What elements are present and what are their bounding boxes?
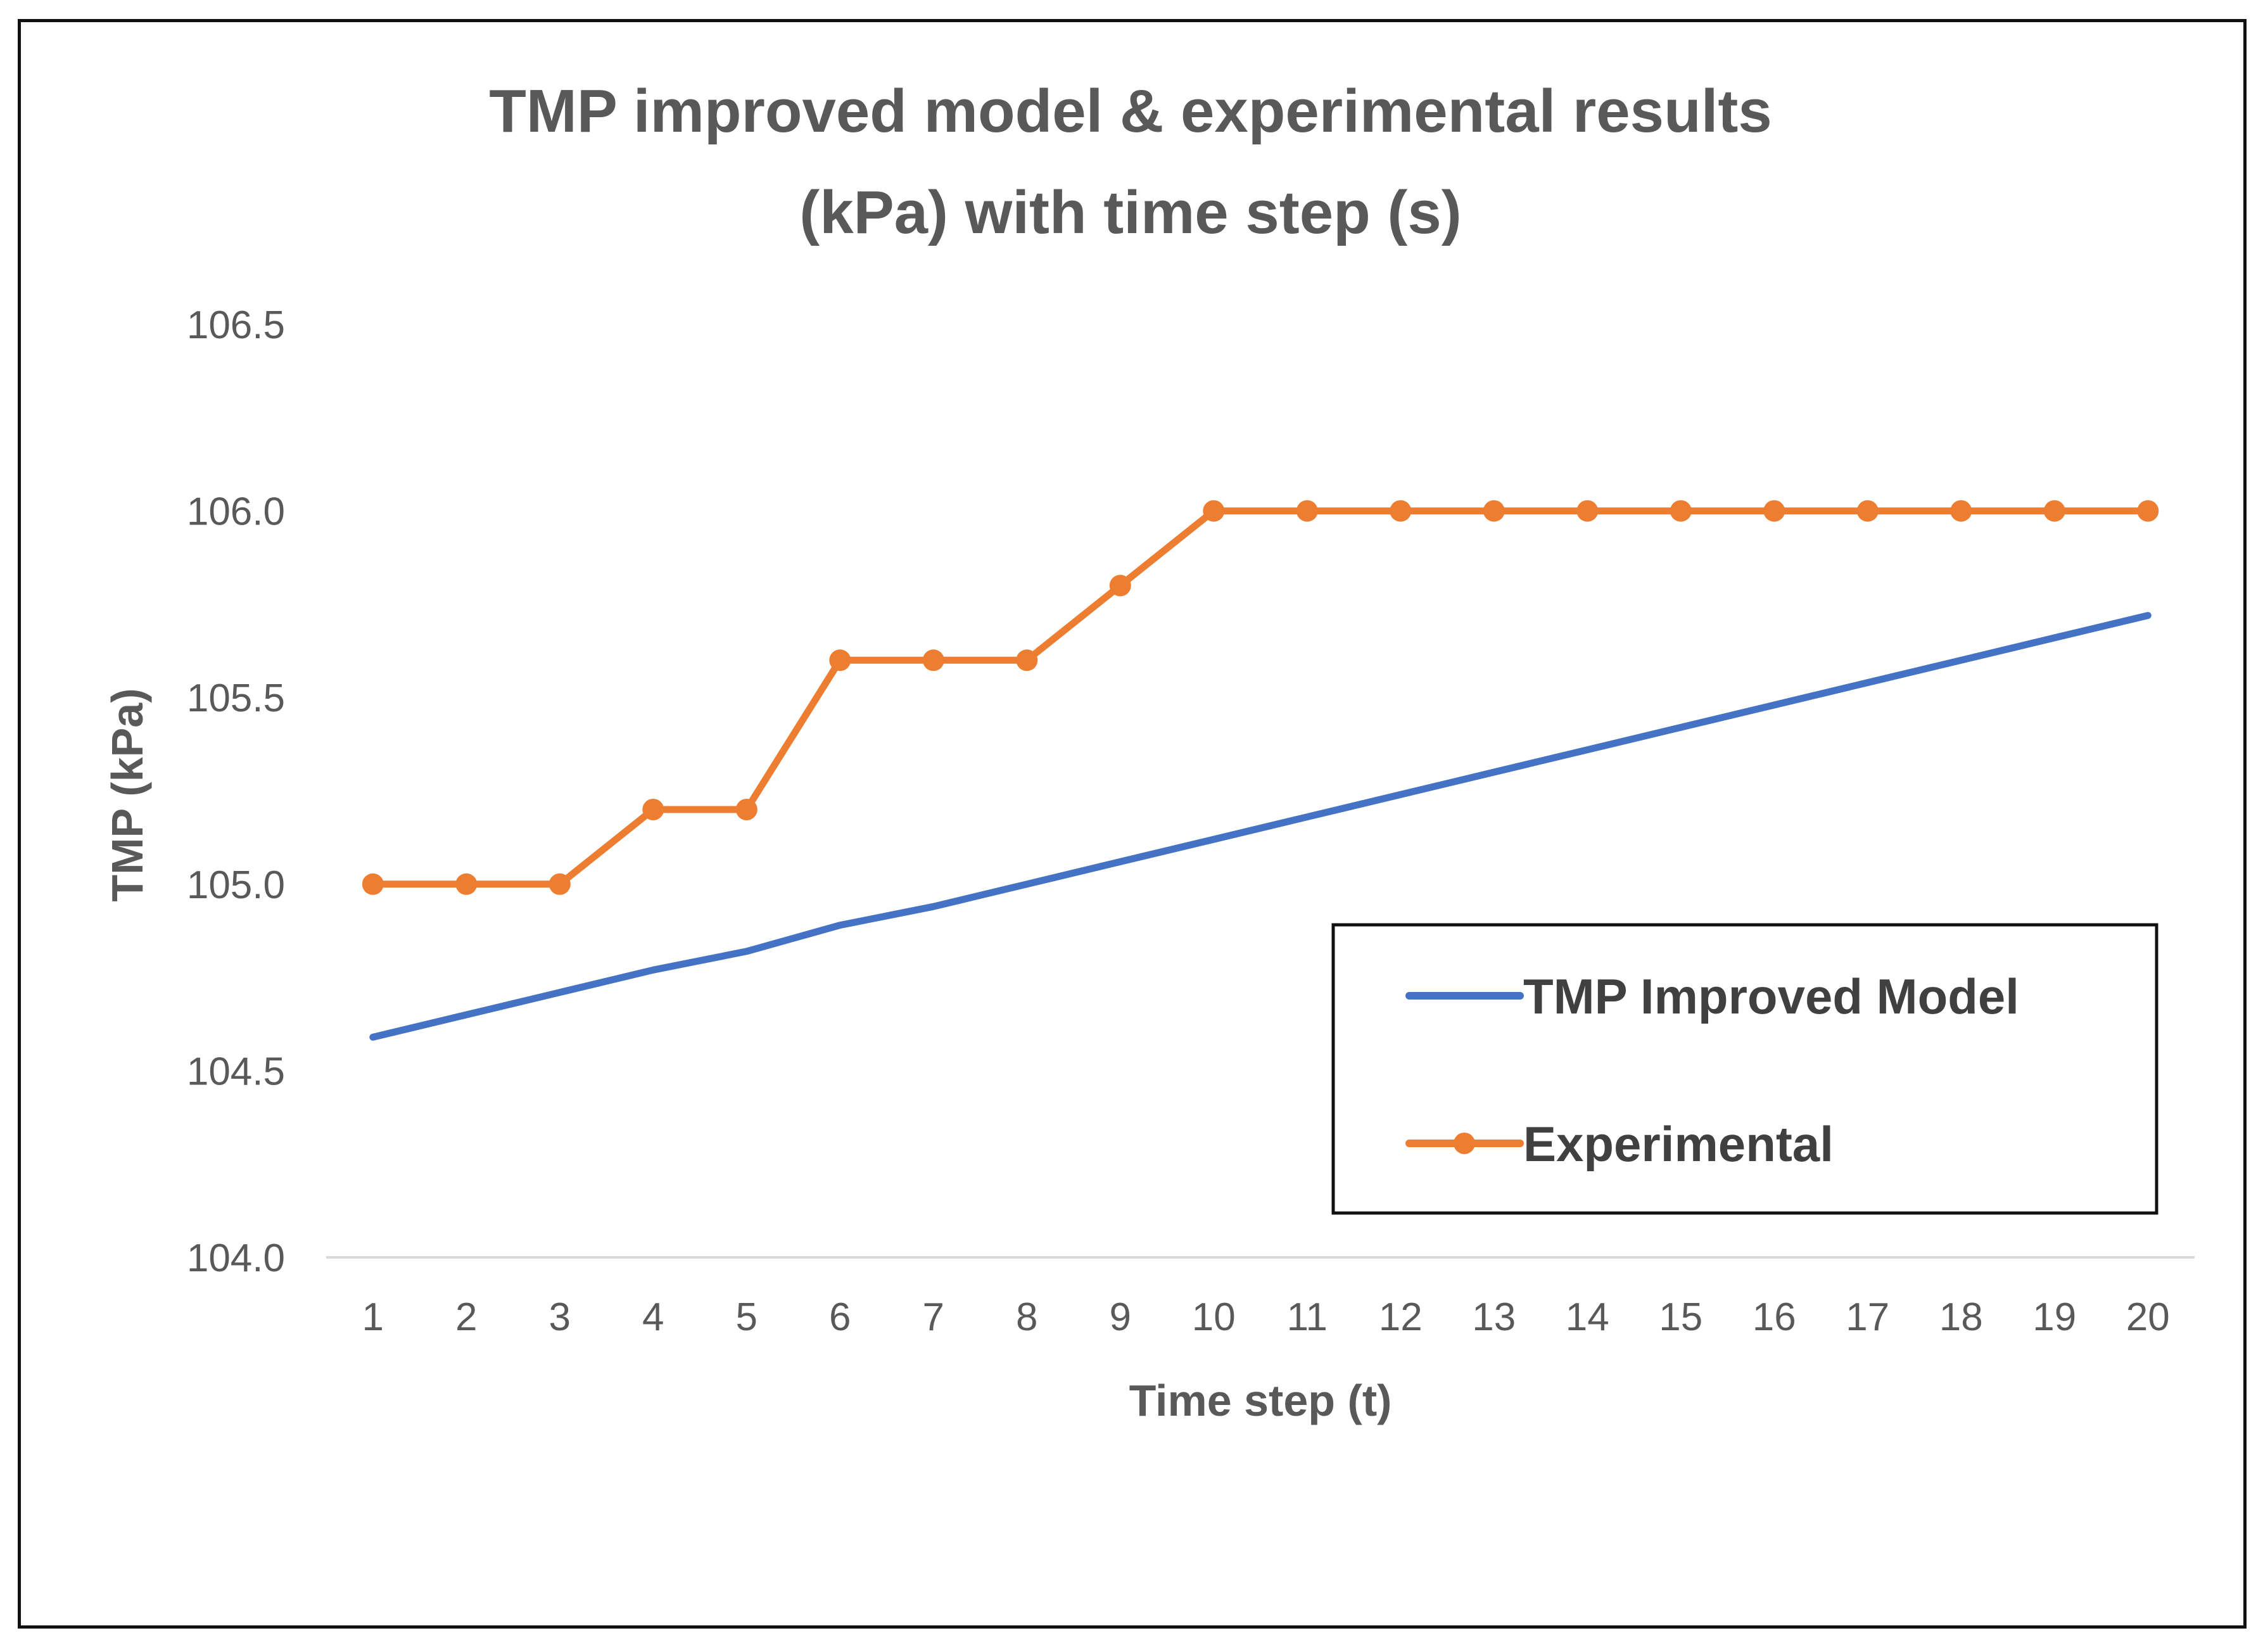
x-tick-label: 6 [829,1295,851,1339]
chart-title-line-2: (kPa) with time step (s) [799,179,1462,246]
x-tick-label: 11 [1287,1295,1328,1339]
y-tick-label: 105.0 [187,863,285,907]
data-point-experimental [2043,500,2065,522]
x-axis-label: Time step (t) [1129,1376,1392,1425]
x-tick-label: 1 [362,1295,384,1339]
y-axis-label: TMP (kPa) [103,688,152,901]
legend-label-model: TMP Improved Model [1523,969,2019,1024]
y-axis-ticks: 104.0 104.5 105.0 105.5 106.0 106.5 [187,303,285,1280]
chart-frame [18,19,2247,1629]
x-tick-label: 16 [1753,1295,1796,1339]
data-point-experimental [1483,500,1505,522]
data-point-experimental [1950,500,1972,522]
data-point-experimental [1856,500,1879,522]
x-tick-label: 10 [1192,1295,1236,1339]
data-point-experimental [1670,500,1692,522]
data-point-experimental [548,873,571,895]
legend-marker-experimental [1454,1133,1475,1154]
series-line-tmp-improved-model [369,612,2152,1041]
x-tick-label: 19 [2032,1295,2076,1339]
data-point-experimental [1109,575,1131,597]
data-point-experimental [1016,649,1038,671]
x-tick-label: 20 [2126,1295,2170,1339]
chart-title-line-1: TMP improved model & experimental result… [489,77,1772,145]
data-point-experimental [2137,500,2159,522]
data-point-experimental [642,799,664,820]
data-point-experimental [1576,500,1599,522]
series-line-experimental [369,507,2152,888]
x-tick-label: 13 [1472,1295,1516,1339]
data-point-experimental [1296,500,1318,522]
x-tick-label: 9 [1110,1295,1131,1339]
x-tick-label: 14 [1566,1295,1609,1339]
x-tick-label: 18 [1939,1295,1983,1339]
data-point-experimental [922,649,944,671]
data-point-experimental [1763,500,1785,522]
y-tick-label: 104.5 [187,1050,285,1093]
series-layer [362,500,2159,1041]
data-point-experimental [735,799,758,820]
legend-box [1331,923,2158,1215]
x-tick-label: 12 [1379,1295,1423,1339]
x-tick-label: 15 [1659,1295,1702,1339]
y-tick-label: 105.5 [187,677,285,720]
x-tick-label: 7 [923,1295,944,1339]
x-tick-label: 5 [736,1295,758,1339]
y-tick-label: 106.5 [187,303,285,347]
x-tick-label: 2 [455,1295,477,1339]
x-tick-label: 8 [1016,1295,1037,1339]
data-point-experimental [1203,500,1225,522]
x-tick-label: 17 [1846,1295,1889,1339]
y-tick-label: 106.0 [187,490,285,534]
x-tick-label: 3 [549,1295,571,1339]
x-tick-label: 4 [642,1295,664,1339]
legend: TMP Improved Model Experimental [1331,923,2158,1215]
data-point-experimental [362,873,384,895]
legend-label-experimental: Experimental [1523,1116,1834,1172]
y-tick-label: 104.0 [187,1236,285,1280]
data-point-experimental [1390,500,1412,522]
data-point-experimental [455,873,478,895]
x-axis-ticks: 1 2 3 4 5 6 7 8 9 10 11 12 13 14 15 16 17 18 19 20 [362,1295,2170,1339]
data-point-experimental [829,649,851,671]
